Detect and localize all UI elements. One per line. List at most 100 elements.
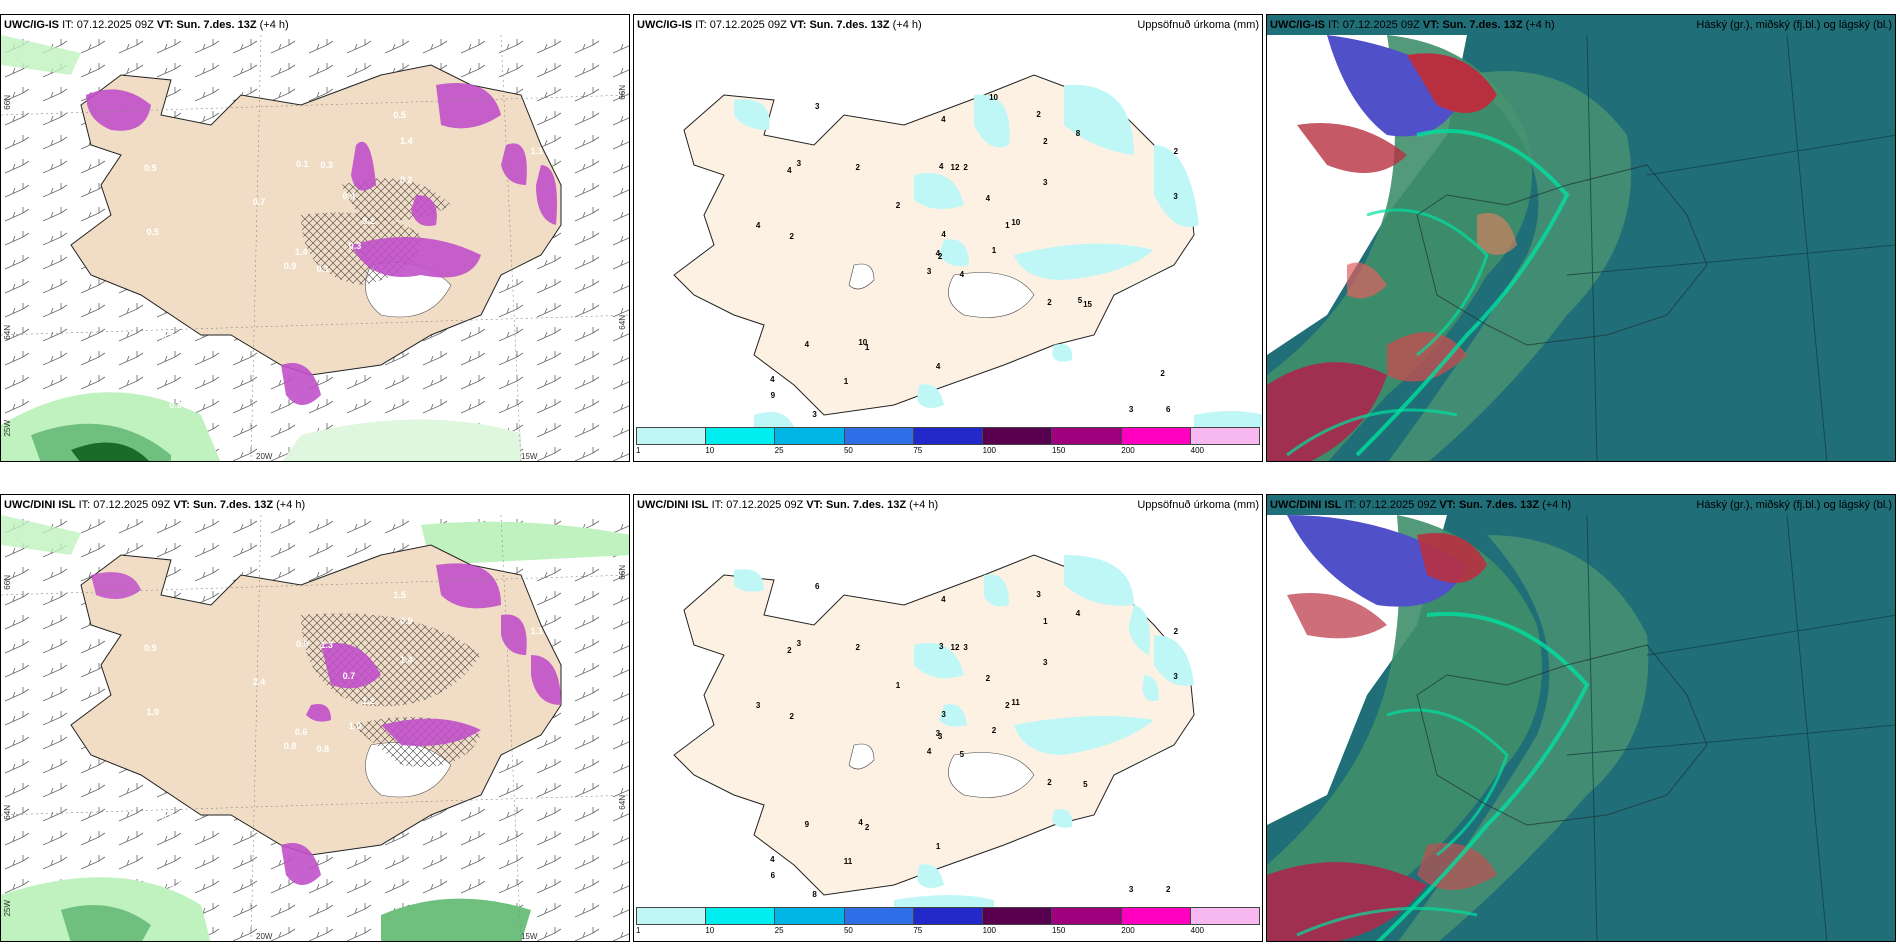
value-label: 6 [815, 581, 820, 591]
snow-map [1, 515, 629, 941]
value-label: 0.4 [342, 190, 356, 201]
snow-wind-map-panel-bottom: UWC/DINI ISL IT: 07.12.2025 09Z VT: Sun.… [0, 494, 630, 942]
legend-swatch [844, 908, 914, 924]
legend-swatch [913, 908, 984, 924]
value-label: 1 [843, 376, 849, 386]
legend-swatch [775, 908, 845, 924]
value-label: 6 [770, 870, 776, 880]
legend-label: 1 [636, 446, 641, 455]
it-value: 07.12.2025 09Z [709, 19, 787, 31]
value-label: 0.2 [400, 174, 413, 185]
value-label: 3 [937, 732, 943, 742]
lead-time: (+4 h) [892, 19, 922, 31]
lat-tick-64: 64N [3, 805, 12, 820]
value-label: 2 [855, 643, 860, 653]
value-label: 12 [950, 642, 960, 652]
value-label: 2 [1173, 147, 1179, 157]
value-label: 3 [796, 638, 802, 648]
value-label: 2 [937, 252, 943, 262]
value-label: 2 [789, 231, 794, 241]
lat-tick-64-right: 64N [618, 795, 627, 810]
legend-label: 400 [1190, 446, 1204, 455]
value-label: 0.9 [283, 261, 297, 272]
value-label: 2 [789, 711, 794, 721]
value-label: 3 [1043, 177, 1048, 187]
legend-swatch [1121, 428, 1191, 444]
value-label: 1 [895, 680, 901, 690]
it-value: 07.12.2025 09Z [726, 499, 804, 511]
value-label: 3 [926, 266, 932, 276]
legend-label: 150 [1051, 926, 1066, 935]
it-label: IT: [1328, 19, 1340, 31]
value-label: 8 [1075, 128, 1081, 138]
lat-tick-66-right: 66N [618, 565, 627, 580]
value-label: 2.4 [252, 677, 266, 688]
it-value: 07.12.2025 09Z [93, 499, 171, 511]
map-title: Háský (gr.), miðský (fj.bl.) og lágský (… [1696, 499, 1892, 511]
legend-label: 10 [705, 926, 715, 935]
panel-header: UWC/DINI ISL IT: 07.12.2025 09Z VT: Sun.… [634, 495, 1262, 515]
legend-swatch [1190, 428, 1259, 444]
model-name: UWC/DINI ISL [1270, 499, 1342, 511]
lon-tick-25: 25W [3, 420, 12, 437]
value-label: 1.4 [400, 135, 413, 146]
model-name: UWC/IG-IS [4, 19, 59, 31]
legend-label: 75 [913, 446, 923, 455]
cloud-map [1267, 15, 1895, 461]
value-label: 0.3 [161, 332, 175, 343]
lead-time: (+4 h) [259, 19, 289, 31]
value-label: 4 [959, 270, 965, 280]
legend-label: 100 [982, 446, 996, 455]
vt-label: VT: [806, 499, 823, 511]
value-label: 4 [755, 221, 761, 231]
value-label: 3 [939, 641, 944, 651]
precip-legend: 1 10 25 50 75 100 150 200 400 [634, 907, 1262, 941]
legend-label: 200 [1121, 926, 1135, 935]
value-label: 0.5 [144, 163, 157, 174]
value-label: 1.4 [294, 247, 308, 258]
legend-swatch [775, 428, 845, 444]
map-title: Háský (gr.), miðský (fj.bl.) og lágský (… [1696, 19, 1892, 31]
value-label: 2 [787, 645, 792, 655]
snow-wind-map-panel-top: UWC/IG-IS IT: 07.12.2025 09Z VT: Sun. 7.… [0, 14, 630, 462]
value-label: 0.8 [283, 741, 297, 752]
value-label: 10 [1011, 217, 1021, 227]
value-label: 1.3 [320, 640, 333, 651]
it-label: IT: [78, 499, 91, 511]
value-label: 2 [1165, 885, 1171, 895]
value-label: 0.9 [400, 615, 413, 626]
value-label: 2 [1047, 778, 1052, 788]
lat-tick-64-right: 64N [618, 315, 627, 330]
it-label: IT: [695, 19, 707, 31]
vt-label: VT: [1422, 19, 1440, 31]
value-label: 1.0 [348, 720, 362, 731]
value-label: 2 [1005, 700, 1010, 710]
value-label: 1.8 [522, 875, 536, 886]
value-label: 2 [864, 822, 870, 832]
value-label: 1.5 [393, 589, 406, 600]
precip-map [673, 74, 1262, 427]
value-label: 1 [1005, 220, 1010, 230]
model-name: UWC/IG-IS [637, 19, 692, 31]
value-label: 4 [926, 746, 932, 756]
legend-label: 10 [705, 446, 715, 455]
vt-value: Sun. 7.des. 13Z [192, 499, 274, 511]
value-label: 12 [950, 162, 960, 172]
value-label: 3 [1128, 884, 1134, 894]
legend-label: 200 [1121, 446, 1135, 455]
legend-label: 75 [913, 926, 923, 935]
value-label: 0.8 [161, 812, 175, 823]
value-label: 5 [959, 750, 965, 760]
value-label: 3 [796, 158, 802, 168]
legend-label: 25 [774, 446, 784, 455]
model-name: UWC/IG-IS [1270, 19, 1325, 31]
snow-map [1, 35, 629, 461]
value-label: 0.3 [169, 400, 182, 411]
value-label: 3 [1036, 590, 1041, 600]
legend-label: 150 [1051, 446, 1066, 455]
value-label: 0.2 [362, 216, 375, 227]
value-label: 2 [963, 162, 968, 172]
value-label: 9 [804, 820, 810, 830]
lead-time: (+4 h) [909, 499, 939, 511]
precip-map-panel-top: UWC/IG-IS IT: 07.12.2025 09Z VT: Sun. 7.… [633, 14, 1263, 462]
